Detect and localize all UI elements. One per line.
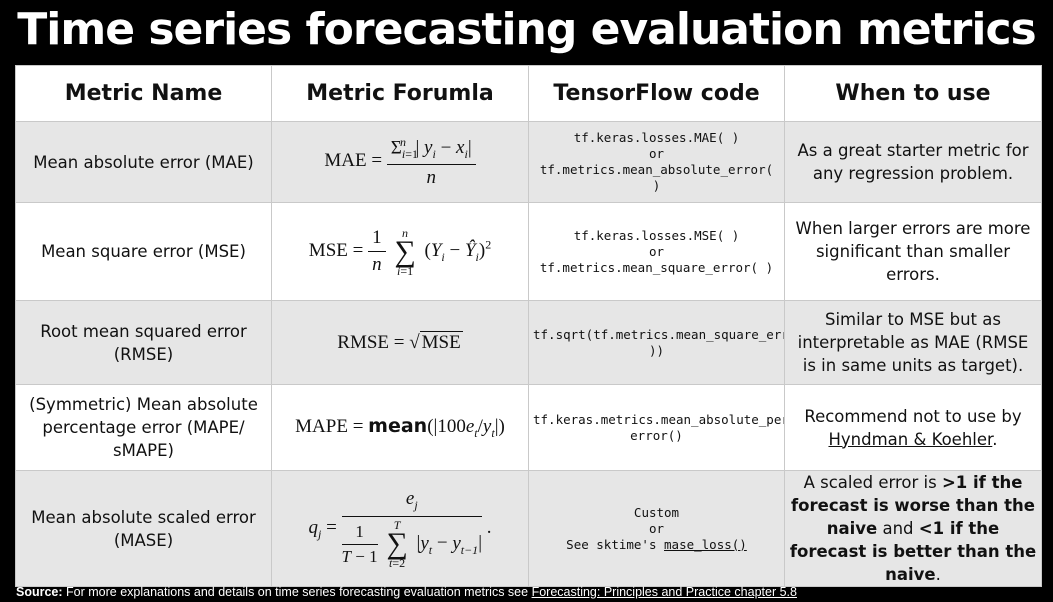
- header-when-to-use: When to use: [784, 65, 1042, 122]
- table-row-mase: Mean absolute scaled error (MASE) qj = e…: [15, 470, 1042, 587]
- when-text-1: A scaled error is: [803, 473, 937, 492]
- metric-name: (Symmetric) Mean absolute percentage err…: [15, 384, 272, 471]
- when-bold-2: <1 if the forecast is better than the na…: [789, 519, 1037, 584]
- source-label: Source:: [16, 585, 63, 599]
- table-row-mape: (Symmetric) Mean absolute percentage err…: [15, 384, 1042, 471]
- source-text: For more explanations and details on tim…: [66, 585, 529, 599]
- fpp-chapter-link[interactable]: Forecasting: Principles and Practice cha…: [531, 585, 797, 599]
- formula-mae: MAE = Σi=1n | yi − xi| n: [324, 135, 476, 188]
- metric-name: Root mean squared error (RMSE): [15, 300, 272, 385]
- table-row-rmse: Root mean squared error (RMSE) RMSE = √ M…: [15, 300, 1042, 385]
- when-to-use: As a great starter metric for any regres…: [784, 121, 1042, 203]
- source-footnote: Source: For more explanations and detail…: [16, 584, 797, 600]
- tensorflow-code: tf.keras.losses.MSE( ) or tf.metrics.mea…: [528, 202, 785, 301]
- when-to-use-suffix: .: [992, 429, 998, 449]
- mase-loss-link[interactable]: mase_loss(): [664, 536, 747, 552]
- page-title: Time series forecasting evaluation metri…: [17, 4, 1036, 55]
- header-metric-formula: Metric Forumla: [271, 65, 529, 122]
- code-or: or: [648, 520, 665, 536]
- code-see-prefix: See sktime's: [566, 536, 657, 552]
- tensorflow-code: tf.sqrt(tf.metrics.mean_square_error( )): [528, 300, 785, 385]
- formula-mape: MAPE = mean(|100et/yt|): [295, 414, 505, 440]
- when-to-use: Similar to MSE but as interpretable as M…: [784, 300, 1042, 385]
- when-to-use: When larger errors are more significant …: [784, 202, 1042, 301]
- code-custom: Custom: [633, 504, 680, 520]
- when-text-3: .: [935, 565, 941, 584]
- metric-name: Mean absolute scaled error (MASE): [15, 470, 272, 587]
- metric-name: Mean absolute error (MAE): [15, 121, 272, 203]
- table-row-mae: Mean absolute error (MAE) MAE = Σi=1n | …: [15, 121, 1042, 203]
- hyndman-koehler-link[interactable]: Hyndman & Koehler: [828, 429, 993, 449]
- tensorflow-code: tf.keras.metrics.mean_absolute_percentag…: [528, 384, 785, 471]
- when-to-use-text: Recommend not to use by: [804, 406, 1022, 426]
- metric-formula: MAE = Σi=1n | yi − xi| n: [271, 121, 529, 203]
- header-tensorflow-code: TensorFlow code: [528, 65, 785, 122]
- metrics-table: Metric Name Metric Forumla TensorFlow co…: [15, 65, 1042, 587]
- code-see: See sktime's mase_loss(): [533, 537, 780, 553]
- header-row: Metric Name Metric Forumla TensorFlow co…: [15, 65, 1042, 122]
- when-to-use: Recommend not to use by Hyndman & Koehle…: [784, 384, 1042, 471]
- metric-formula: MAPE = mean(|100et/yt|): [271, 384, 529, 471]
- when-to-use: A scaled error is >1 if the forecast is …: [784, 470, 1042, 587]
- when-text-2: and: [882, 519, 914, 538]
- tensorflow-code: tf.keras.losses.MAE( ) or tf.metrics.mea…: [528, 121, 785, 203]
- formula-rmse: RMSE = √ MSE: [337, 330, 463, 353]
- metric-formula: RMSE = √ MSE: [271, 300, 529, 385]
- when-bold-1: >1 if the forecast is worse than the nai…: [791, 473, 1035, 538]
- header-metric-name: Metric Name: [15, 65, 272, 122]
- tensorflow-code: Custom or See sktime's mase_loss(): [528, 470, 785, 587]
- metric-name: Mean square error (MSE): [15, 202, 272, 301]
